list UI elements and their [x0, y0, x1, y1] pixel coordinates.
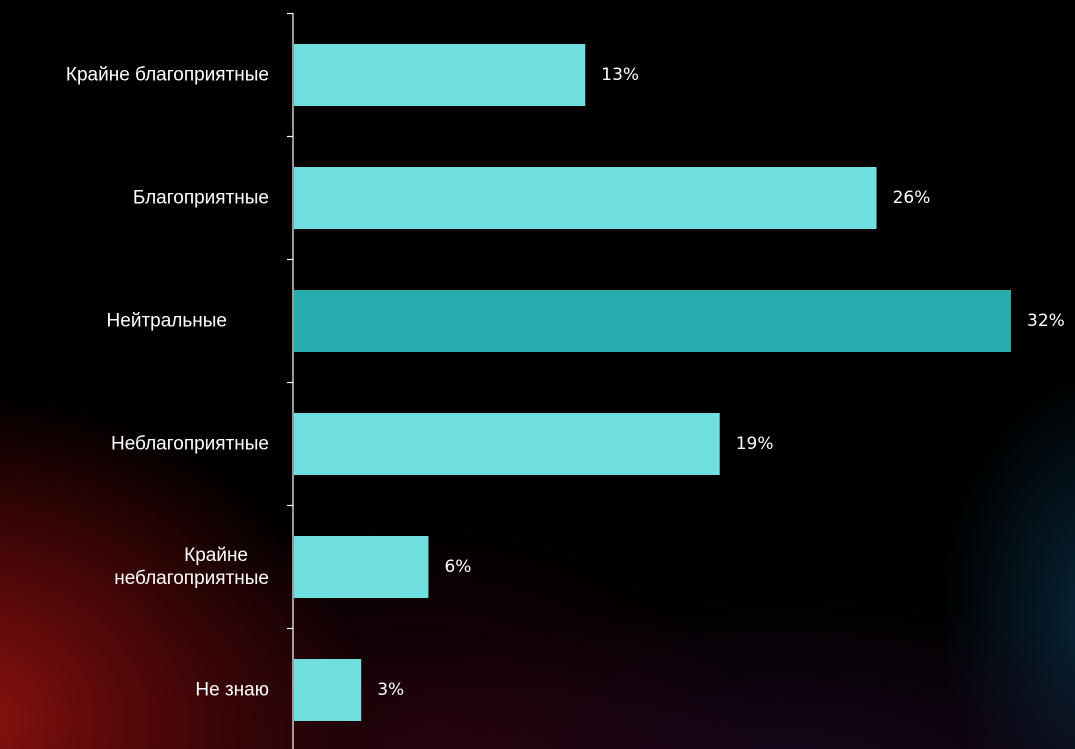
value-label: 3%: [377, 680, 404, 700]
value-label: 19%: [736, 434, 774, 454]
category-label: Неблагоприятные: [111, 434, 269, 455]
category-label: Не знаю: [195, 680, 269, 701]
category-label: Нейтральные: [107, 311, 227, 332]
bar: [294, 659, 362, 721]
bar: [294, 290, 1011, 352]
category-label: Крайне неблагоприятные: [114, 545, 269, 589]
category-axis: [287, 12, 294, 749]
bar: [294, 413, 720, 475]
value-labels: 13% 26% 32% 19% 6% 3%: [377, 65, 1065, 700]
bar: [294, 536, 429, 598]
value-label: 32%: [1027, 311, 1065, 331]
bar: [294, 167, 877, 229]
category-label: Крайне благоприятные: [66, 65, 269, 86]
category-label: Благоприятные: [133, 188, 269, 209]
bars: [294, 44, 1011, 721]
value-label: 26%: [893, 188, 931, 208]
value-label: 6%: [444, 557, 471, 577]
category-labels: Крайне благоприятные Благоприятные Нейтрал…: [66, 65, 269, 701]
value-label: 13%: [601, 65, 639, 85]
bar: [294, 44, 586, 106]
